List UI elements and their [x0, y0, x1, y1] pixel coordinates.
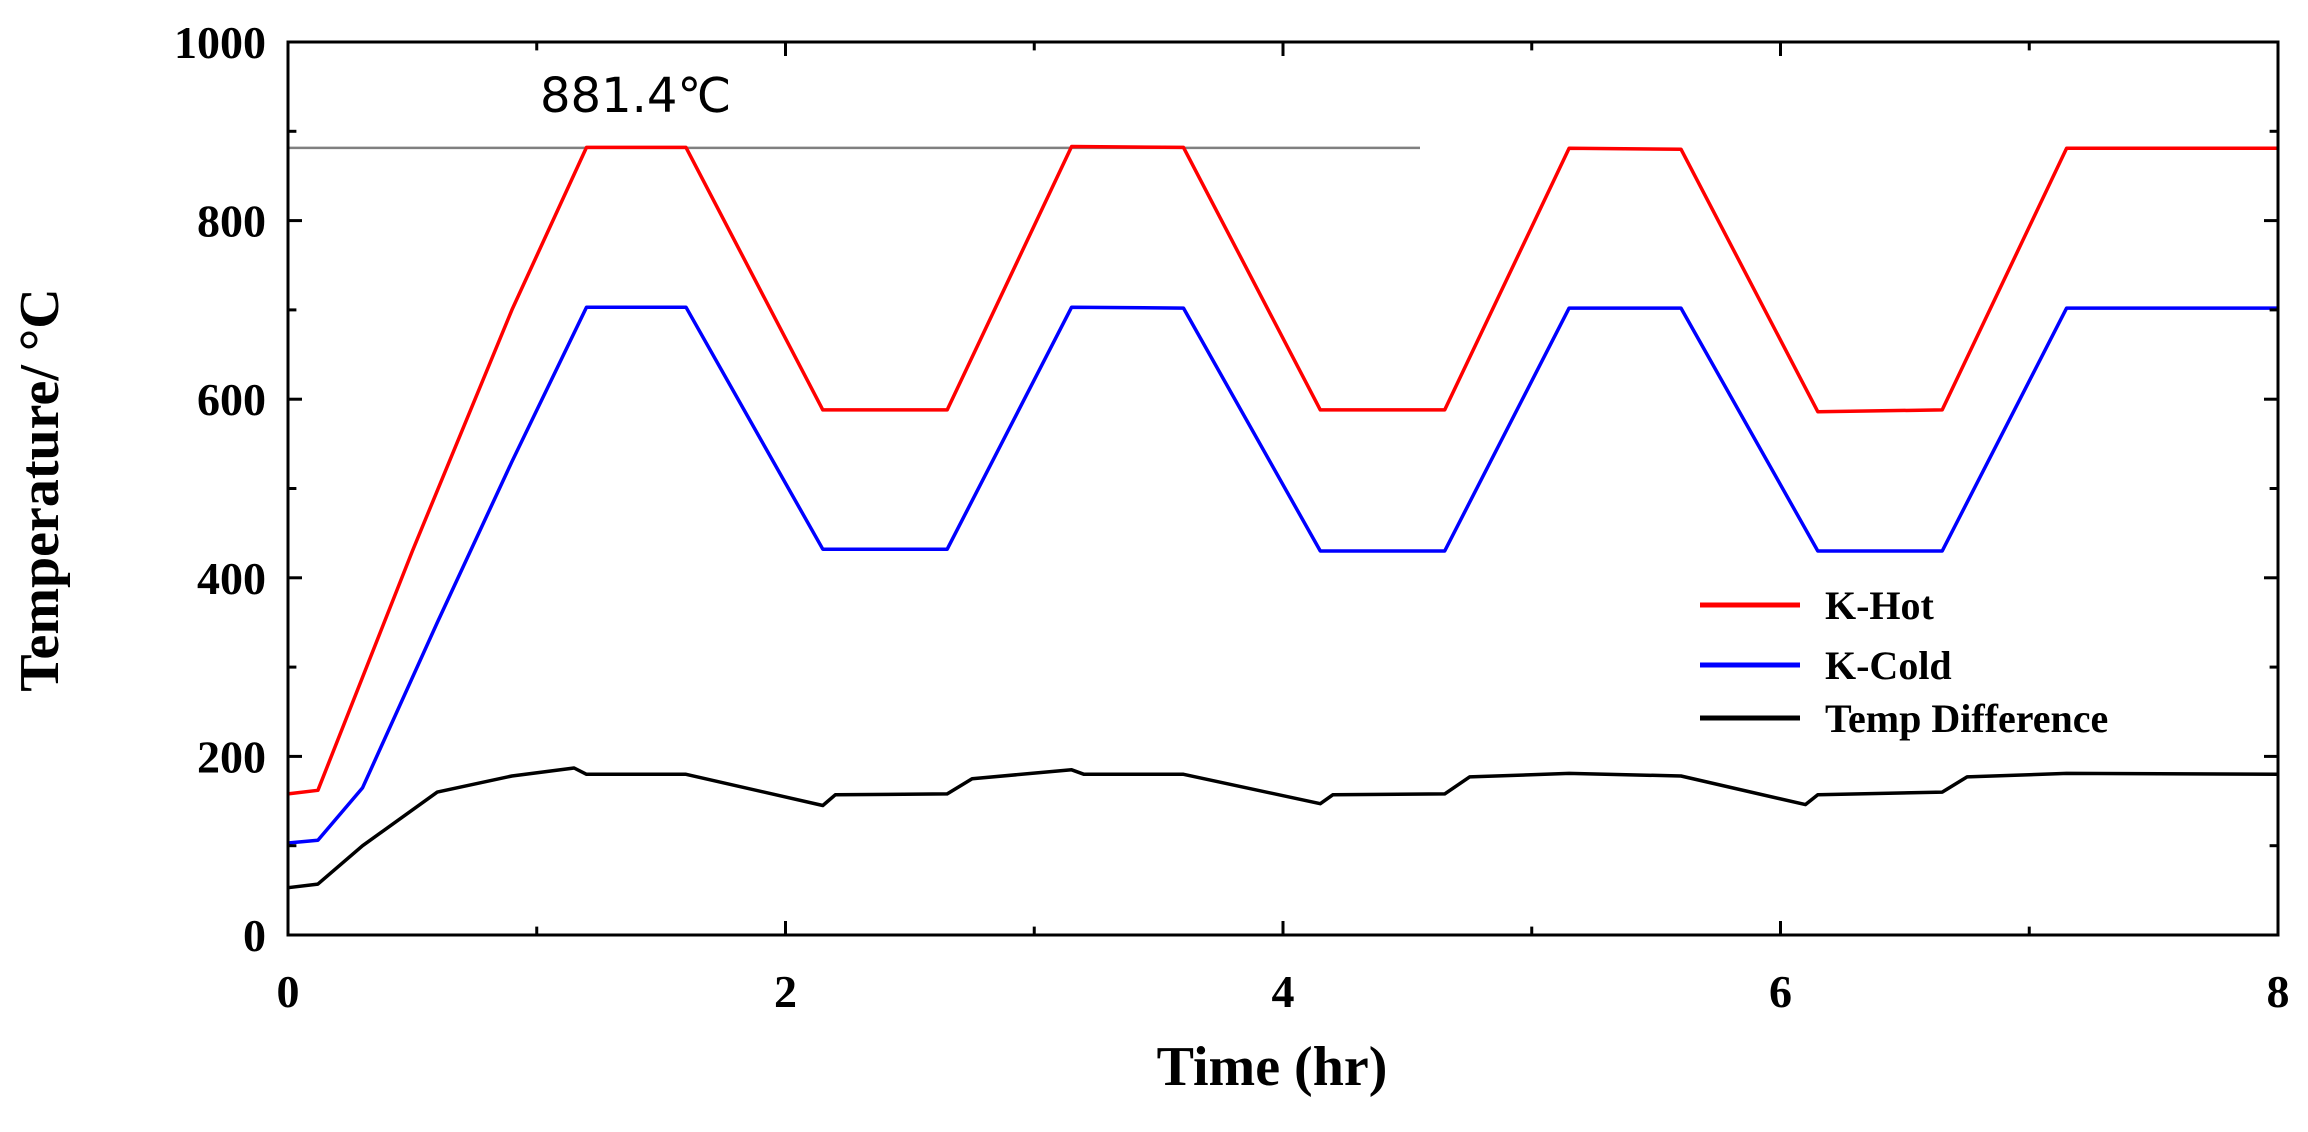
- y-tick-label: 1000: [174, 17, 266, 68]
- plot-frame: [286, 40, 2280, 937]
- legend: K-Hot K-Cold Temp Difference: [1700, 583, 2108, 741]
- y-tick-label: 200: [197, 731, 266, 782]
- series-layer: [287, 144, 2279, 890]
- tick-label-layer: 0 2 4 6 8 0 200 400 600 800 1000: [174, 17, 2290, 1017]
- x-axis-title: Time (hr): [1157, 1036, 1388, 1098]
- y-tick-label: 0: [243, 910, 266, 961]
- y-axis-title: Temperature/ °C: [9, 288, 71, 691]
- x-tick-label: 6: [1769, 966, 1792, 1017]
- x-tick-label: 8: [2267, 966, 2290, 1017]
- annotation-max-temp: 881.4℃: [540, 68, 731, 124]
- legend-label-k-hot: K-Hot: [1825, 583, 1935, 628]
- axes-layer: [286, 40, 2280, 937]
- y-tick-label: 600: [197, 374, 266, 425]
- x-tick-label: 4: [1272, 966, 1295, 1017]
- legend-label-temp-difference: Temp Difference: [1825, 696, 2108, 741]
- series-line-k-cold: [287, 305, 2278, 845]
- x-tick-label: 0: [277, 966, 300, 1017]
- series-line-temp-difference: [287, 766, 2279, 890]
- y-tick-label: 400: [197, 553, 266, 604]
- series-line-k-hot: [287, 144, 2278, 796]
- y-tick-label: 800: [197, 196, 266, 247]
- x-tick-label: 2: [774, 966, 797, 1017]
- legend-label-k-cold: K-Cold: [1825, 643, 1952, 688]
